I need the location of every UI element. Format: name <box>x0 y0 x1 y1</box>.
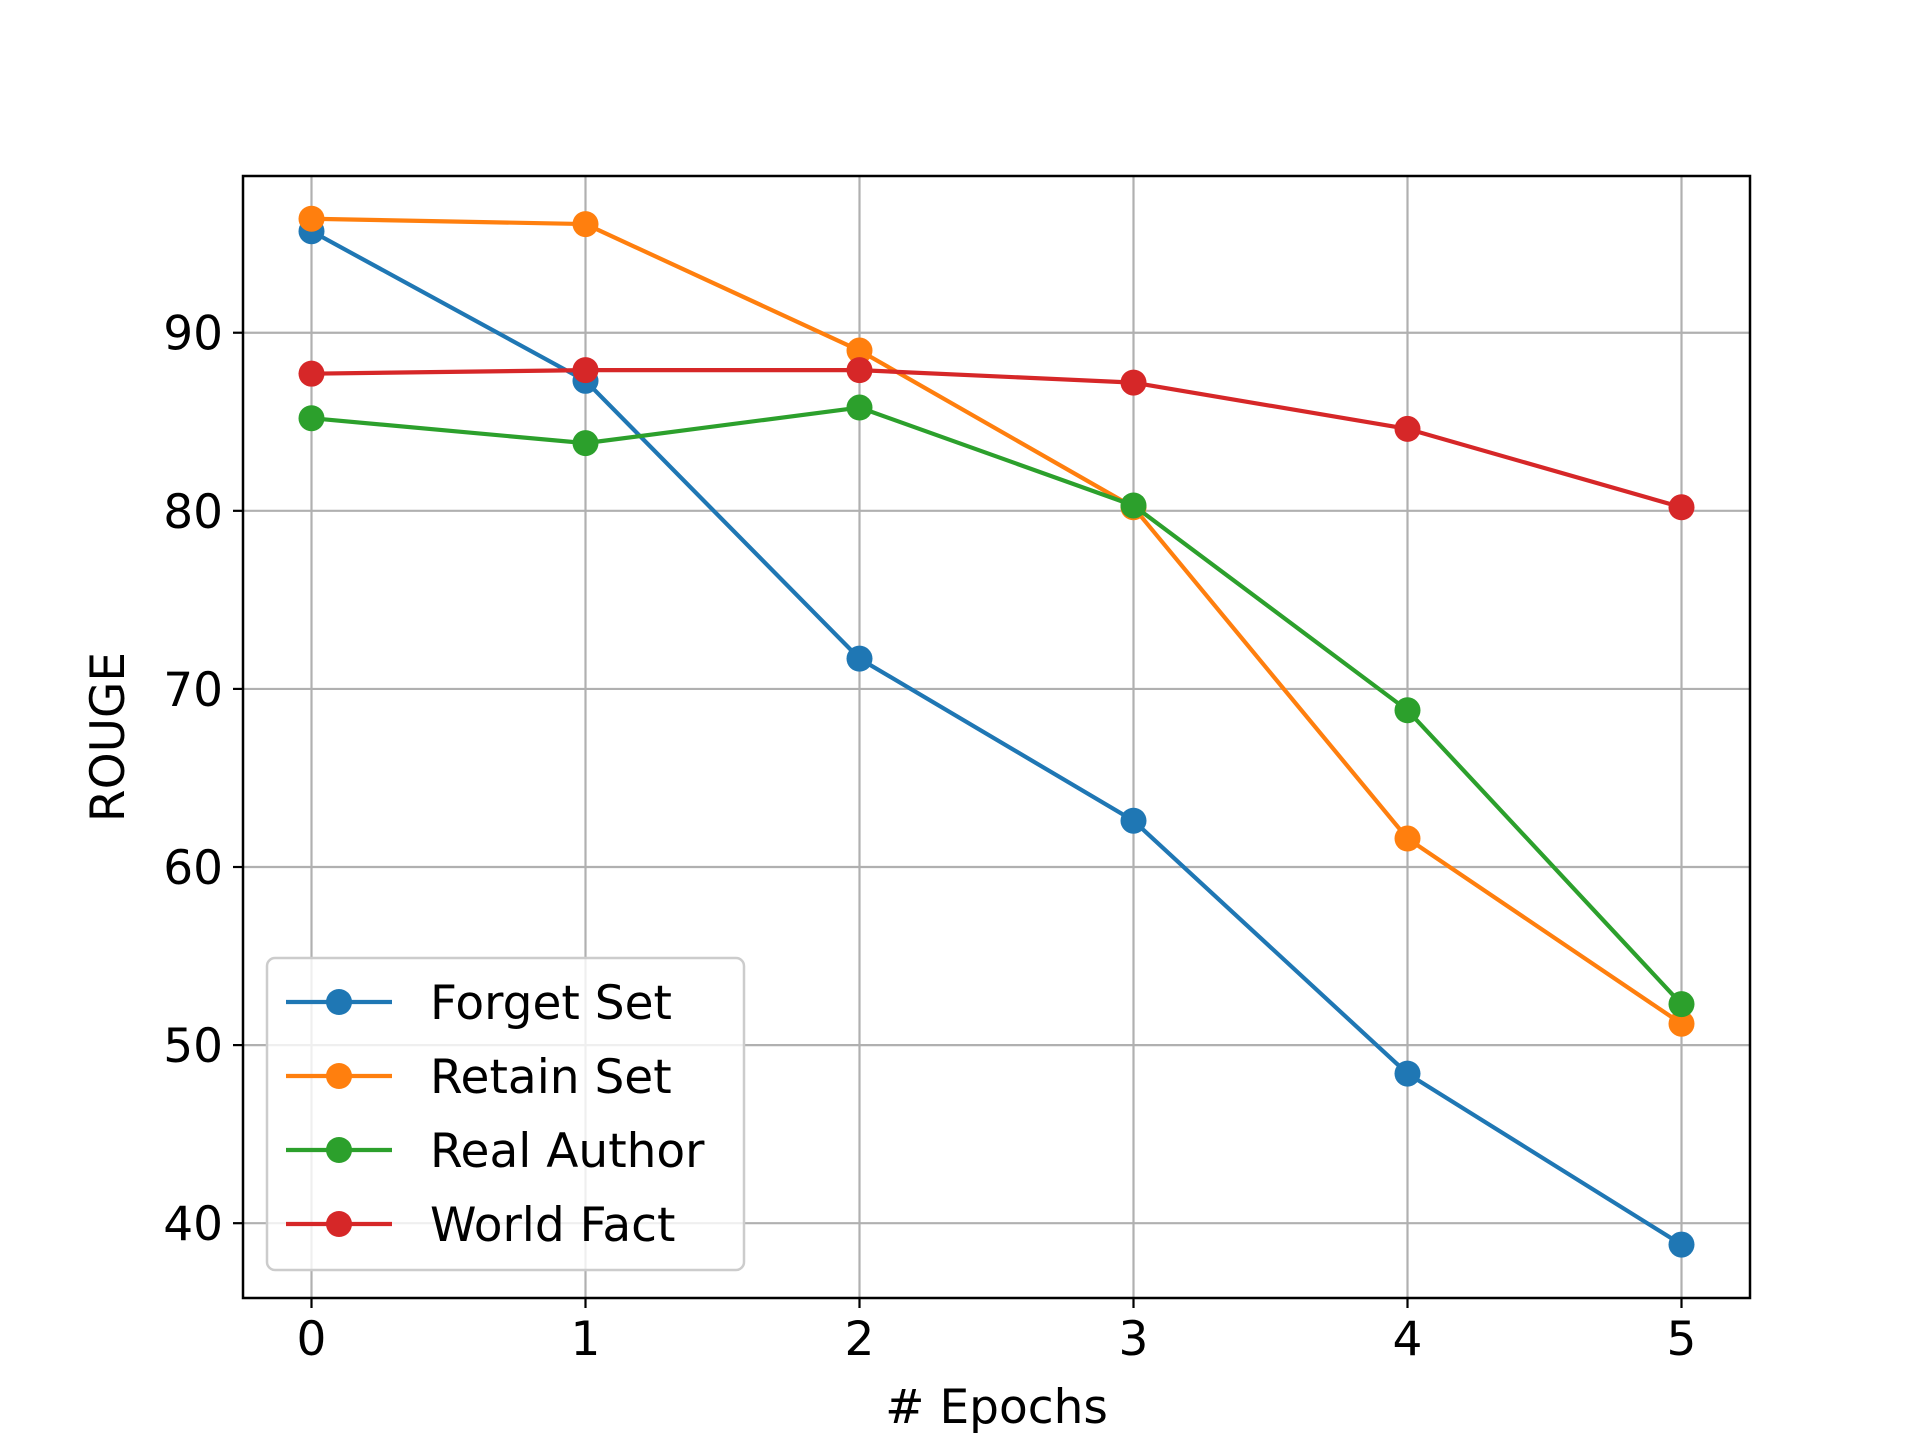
legend-marker-world-fact <box>326 1211 352 1237</box>
data-point-forget-set <box>1668 1231 1695 1258</box>
data-point-real-author <box>1394 697 1421 724</box>
legend: Forget Set Retain Set Real Author World Fac… <box>265 956 746 1272</box>
data-point-real-author <box>1120 492 1147 519</box>
data-point-real-author <box>846 394 873 421</box>
data-point-world-fact <box>1120 369 1147 396</box>
y-tick-label: 90 <box>163 307 223 362</box>
y-tick-label: 80 <box>163 485 223 540</box>
data-point-retain-set <box>1394 825 1421 852</box>
x-tick-label: 4 <box>1393 1312 1423 1367</box>
legend-label-world-fact: World Fact <box>430 1198 675 1253</box>
legend-marker-forget-set <box>326 989 352 1015</box>
x-tick-label: 1 <box>571 1312 601 1367</box>
x-tick-label: 2 <box>845 1312 875 1367</box>
data-point-retain-set <box>1668 1010 1695 1037</box>
legend-marker-retain-set <box>326 1063 352 1089</box>
data-point-forget-set <box>1120 807 1147 834</box>
data-point-world-fact <box>1668 494 1695 521</box>
y-tick-label: 60 <box>163 841 223 896</box>
y-axis-label: ROUGE <box>81 652 136 822</box>
legend-marker-real-author <box>326 1137 352 1163</box>
series-line-forget-set <box>310 229 1683 1247</box>
data-point-forget-set <box>1394 1060 1421 1087</box>
y-axis-ticks: 40 50 60 70 80 90 <box>163 307 243 1252</box>
x-tick-label: 5 <box>1667 1312 1697 1367</box>
x-tick-label: 3 <box>1119 1312 1149 1367</box>
series-lines <box>298 205 1695 1258</box>
y-tick-label: 70 <box>163 663 223 718</box>
data-point-retain-set <box>298 205 325 232</box>
legend-box <box>265 956 746 1272</box>
y-tick-label: 50 <box>163 1019 223 1074</box>
legend-label-real-author: Real Author <box>430 1124 705 1179</box>
plot-frame <box>241 174 1752 1300</box>
x-axis-ticks: 0 1 2 3 4 5 <box>297 1298 1697 1367</box>
data-point-world-fact <box>572 357 599 384</box>
data-point-retain-set <box>846 337 873 364</box>
legend-label-forget-set: Forget Set <box>430 976 672 1031</box>
legend-label-retain-set: Retain Set <box>430 1050 672 1105</box>
data-point-real-author <box>298 405 325 432</box>
x-axis-label: # Epochs <box>885 1380 1108 1435</box>
data-point-real-author <box>1668 991 1695 1018</box>
series-line-world-fact <box>311 368 1683 510</box>
y-tick-label: 40 <box>163 1197 223 1252</box>
data-point-world-fact <box>298 360 325 387</box>
series-line-real-author <box>311 405 1684 1006</box>
x-tick-label: 0 <box>297 1312 327 1367</box>
data-point-real-author <box>572 430 599 457</box>
data-point-retain-set <box>572 211 599 238</box>
series-line-retain-set <box>311 216 1683 1026</box>
data-point-world-fact <box>1394 415 1421 442</box>
data-point-forget-set <box>846 645 873 672</box>
data-point-world-fact <box>846 357 873 384</box>
